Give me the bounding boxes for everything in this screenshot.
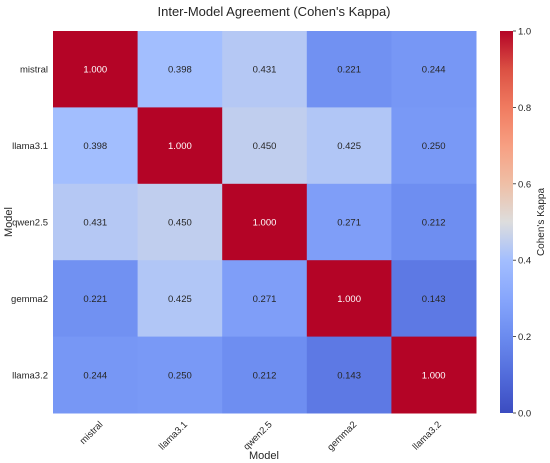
- y-tick-label: llama3.1: [12, 141, 48, 152]
- cell-value-label: 0.271: [253, 294, 277, 305]
- x-tick-label: llama3.2: [411, 419, 444, 452]
- heatmap-cell-labels: 1.000 0.398 0.431 0.221 0.244 0.398 1.000 0.450…: [83, 65, 445, 382]
- y-tick-label: gemma2: [11, 294, 48, 305]
- heatmap-cell: [53, 336, 139, 414]
- heatmap-cell: [222, 107, 308, 185]
- cell-value-label: 0.398: [168, 65, 192, 76]
- heatmap-cell: [53, 260, 139, 338]
- cell-value-label: 0.244: [422, 65, 446, 76]
- colorbar: [500, 31, 513, 413]
- cell-value-label: 0.212: [422, 218, 446, 229]
- cell-value-label: 1.000: [422, 370, 446, 381]
- y-tick-label: qwen2.5: [12, 218, 48, 229]
- heatmap-cell: [391, 31, 477, 108]
- cell-value-label: 0.250: [422, 141, 446, 152]
- chart-title: Inter-Model Agreement (Cohen's Kappa): [158, 4, 391, 19]
- cell-value-label: 0.398: [83, 141, 107, 152]
- heatmap-cell: [222, 31, 308, 108]
- cell-value-label: 0.143: [422, 294, 446, 305]
- y-tick-label: llama3.2: [12, 370, 48, 381]
- colorbar-tick-label: 0.4: [518, 256, 531, 267]
- colorbar-tick-label: 0.0: [518, 409, 531, 420]
- colorbar-tick-label: 0.8: [518, 103, 531, 114]
- heatmap-cell: [306, 183, 392, 261]
- heatmap-cell: [137, 31, 223, 108]
- cell-value-label: 0.244: [83, 370, 107, 381]
- heatmap-cell: [137, 183, 223, 261]
- x-tick-label: qwen2.5: [241, 419, 274, 452]
- heatmap-cell: [391, 260, 477, 338]
- cell-value-label: 0.250: [168, 370, 192, 381]
- cell-value-label: 1.000: [253, 218, 277, 229]
- y-tick-label: mistral: [20, 65, 48, 76]
- cell-value-label: 1.000: [83, 65, 107, 76]
- x-axis-tick-labels: mistral llama3.1 qwen2.5 gemma2 llama3.2: [78, 419, 444, 453]
- x-tick-label: llama3.1: [157, 419, 190, 452]
- cell-value-label: 0.212: [253, 370, 277, 381]
- cell-value-label: 0.431: [83, 218, 107, 229]
- heatmap-cell: [306, 336, 392, 414]
- heatmap-cell: [306, 260, 392, 338]
- heatmap-cell: [306, 31, 392, 108]
- heatmap-cell: [391, 336, 477, 414]
- heatmap-cell: [137, 336, 223, 414]
- heatmap-cell: [137, 260, 223, 338]
- heatmap-cell: [306, 107, 392, 185]
- x-tick-label: mistral: [78, 419, 106, 447]
- cell-value-label: 0.450: [253, 141, 277, 152]
- heatmap-cell: [222, 183, 308, 261]
- heatmap-cell: [53, 107, 139, 185]
- colorbar-tick-label: 0.6: [518, 179, 531, 190]
- cell-value-label: 0.143: [337, 370, 361, 381]
- cell-value-label: 0.271: [337, 218, 361, 229]
- colorbar-ticks: 0.0 0.2 0.4 0.6 0.8 1.0: [513, 27, 531, 420]
- heatmap-cell: [137, 107, 223, 185]
- heatmap-cells: [53, 31, 477, 414]
- cell-value-label: 0.431: [253, 65, 277, 76]
- y-axis-tick-labels: mistral llama3.1 qwen2.5 gemma2 llama3.2: [11, 65, 48, 382]
- cell-value-label: 0.450: [168, 218, 192, 229]
- heatmap-cell: [391, 183, 477, 261]
- y-axis-label: Model: [3, 207, 15, 237]
- heatmap-cell: [222, 336, 308, 414]
- heatmap-cell: [391, 107, 477, 185]
- cell-value-label: 1.000: [337, 294, 361, 305]
- colorbar-label: Cohen's Kappa: [536, 188, 547, 257]
- heatmap-cell: [53, 183, 139, 261]
- heatmap-cell: [222, 260, 308, 338]
- cell-value-label: 0.425: [168, 294, 192, 305]
- x-axis-label: Model: [249, 450, 279, 462]
- cell-value-label: 0.425: [337, 141, 361, 152]
- heatmap-cell: [53, 31, 139, 108]
- x-tick-label: gemma2: [325, 419, 359, 453]
- cell-value-label: 1.000: [168, 141, 192, 152]
- colorbar-tick-label: 1.0: [518, 27, 531, 38]
- cell-value-label: 0.221: [83, 294, 107, 305]
- colorbar-tick-label: 0.2: [518, 332, 531, 343]
- cell-value-label: 0.221: [337, 65, 361, 76]
